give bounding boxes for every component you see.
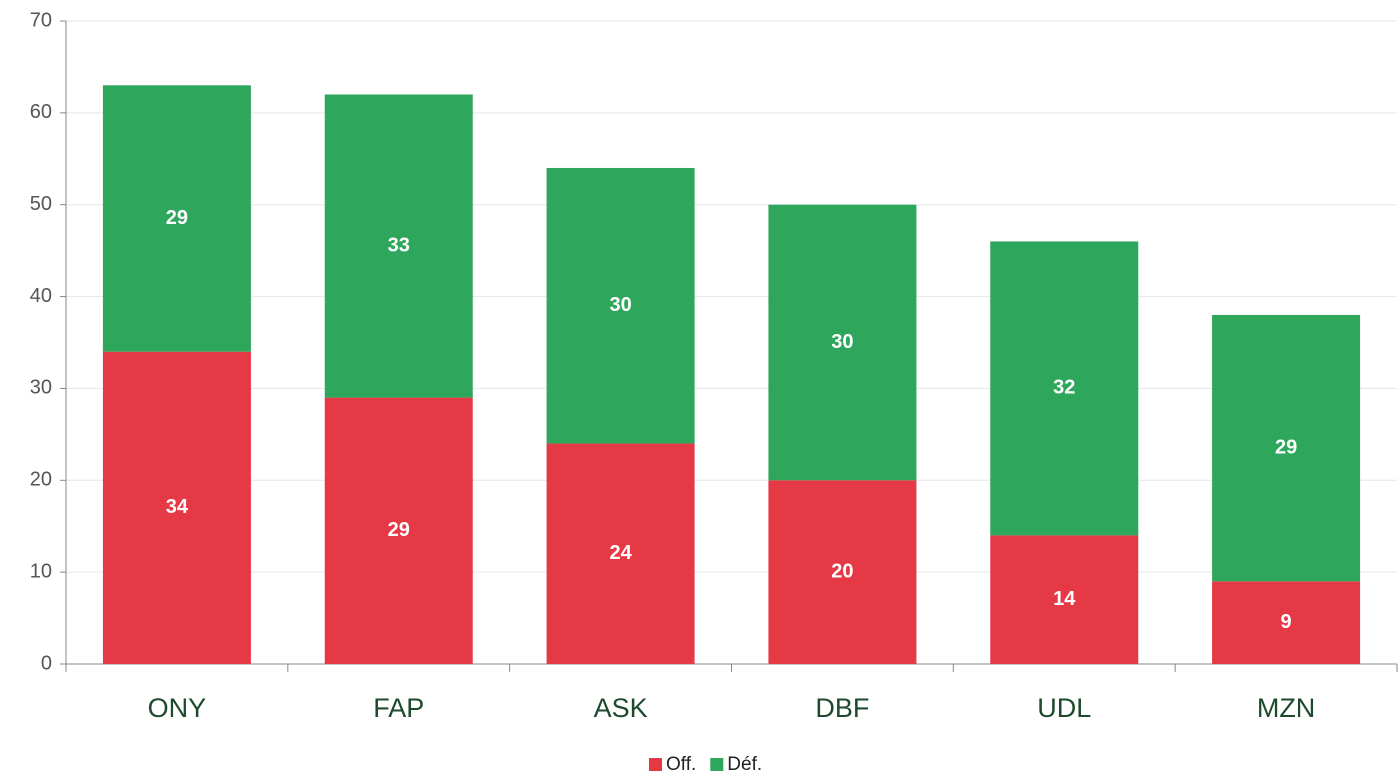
x-tick-label: ONY <box>148 693 207 723</box>
legend-swatch <box>710 758 724 771</box>
y-tick-label: 30 <box>30 377 52 399</box>
legend-swatch <box>649 758 662 771</box>
data-label: 20 <box>831 560 853 582</box>
x-tick-label: ASK <box>594 693 648 723</box>
data-label: 24 <box>609 542 632 564</box>
data-label: 33 <box>388 234 410 256</box>
x-tick-label: UDL <box>1037 693 1091 723</box>
bar-segment <box>990 535 1139 664</box>
x-tick-label: MZN <box>1257 693 1315 723</box>
data-label: 30 <box>831 331 853 353</box>
legend-label: Déf. <box>727 754 762 775</box>
bar-segment <box>324 94 473 398</box>
bar-segment <box>990 241 1139 536</box>
y-tick-label: 40 <box>30 285 52 307</box>
y-tick-label: 10 <box>30 560 52 582</box>
bar-segment <box>546 443 695 664</box>
y-tick-label: 60 <box>30 101 52 123</box>
bar-segment <box>768 480 917 664</box>
bar-segment <box>768 204 917 481</box>
legend-label: Off. <box>666 754 696 775</box>
bar-segment <box>324 397 473 664</box>
data-label: 34 <box>166 496 189 518</box>
y-tick-label: 20 <box>30 469 52 491</box>
bar-segment <box>102 85 251 352</box>
data-label: 29 <box>166 207 188 229</box>
x-tick-label: DBF <box>815 693 869 723</box>
bar-segment <box>1212 581 1361 664</box>
x-tick-label: FAP <box>373 693 424 723</box>
y-tick-label: 70 <box>30 9 52 31</box>
data-label: 32 <box>1053 377 1075 399</box>
data-label: 30 <box>609 294 631 316</box>
bar-segment <box>546 167 695 444</box>
data-label: 29 <box>388 519 410 541</box>
bar-segment <box>102 351 251 664</box>
data-label: 9 <box>1281 611 1292 633</box>
bar-segment <box>1212 314 1361 582</box>
data-label: 14 <box>1053 588 1076 610</box>
y-tick-label: 0 <box>41 652 52 674</box>
y-tick-label: 50 <box>30 193 52 215</box>
data-label: 29 <box>1275 436 1297 458</box>
